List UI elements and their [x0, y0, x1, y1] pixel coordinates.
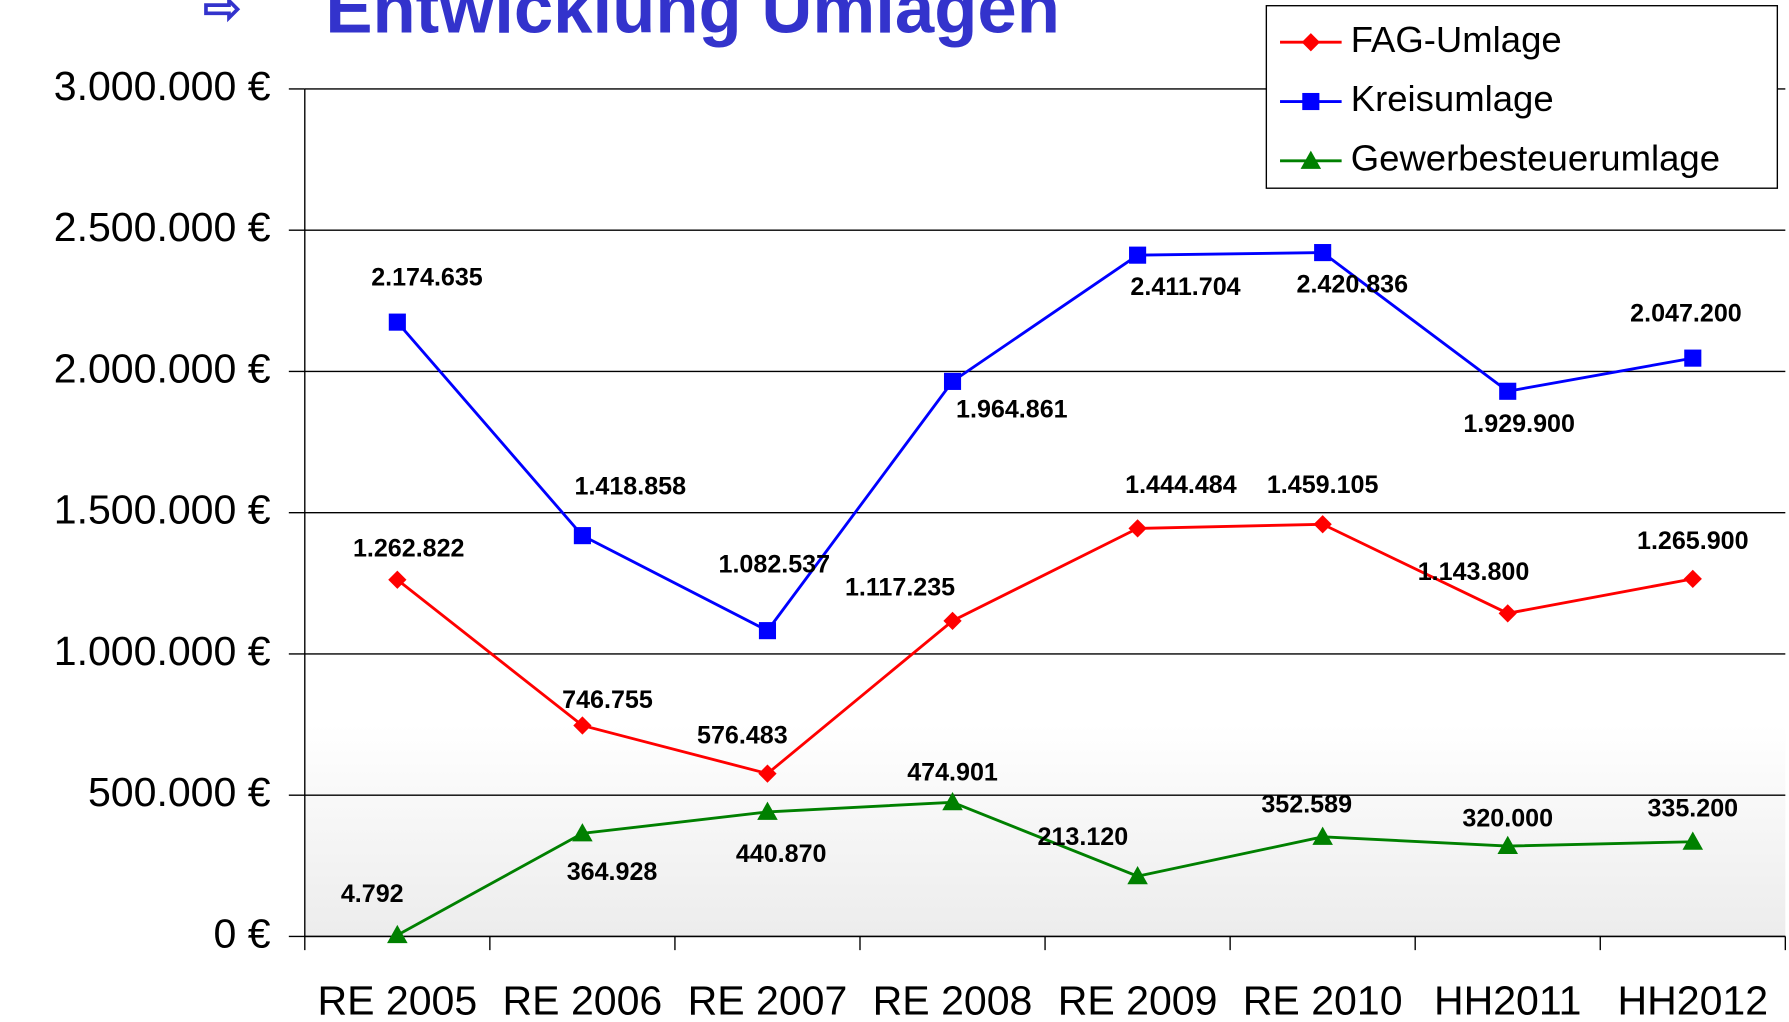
series-line — [396, 800, 1693, 937]
data-label: 1.262.822 — [353, 535, 465, 563]
marker — [1300, 150, 1322, 169]
marker — [1683, 569, 1702, 588]
marker — [1313, 515, 1332, 534]
data-label: 1.964.861 — [956, 396, 1068, 424]
lines — [387, 244, 1704, 944]
data-label: 1.418.858 — [575, 472, 687, 500]
marker — [1497, 835, 1518, 855]
data-label: 576.483 — [697, 722, 788, 750]
marker — [758, 764, 777, 783]
marker — [1302, 92, 1320, 111]
legend: FAG-Umlage Kreisumlage Gewerbesteuerumlage — [1265, 5, 1779, 189]
series-line — [396, 251, 1694, 633]
data-label: 2.420.836 — [1297, 270, 1409, 298]
data-label: 2.174.635 — [371, 263, 483, 291]
data-label: 1.117.235 — [845, 574, 955, 602]
marker — [1682, 831, 1704, 850]
marker — [1684, 349, 1702, 367]
labels: 1.262.822 746.755 576.483 1.117.235 1.444.48… — [341, 263, 1749, 907]
legend-label: FAG-Umlage — [1351, 19, 1562, 60]
legend-label: Kreisumlage — [1351, 78, 1554, 119]
x-tick-label: RE 2010 — [1243, 978, 1403, 1022]
data-label: 1.265.900 — [1637, 527, 1749, 555]
y-tick-label: 500.000 € — [88, 769, 271, 815]
y-tick-label: 2.000.000 € — [54, 345, 271, 391]
marker — [387, 924, 408, 944]
marker — [757, 801, 778, 820]
data-label: 1.459.105 — [1267, 471, 1379, 499]
marker — [1312, 826, 1333, 845]
marker — [942, 792, 963, 811]
y-tick-label: 3.000.000 € — [54, 63, 271, 109]
data-label: 474.901 — [907, 758, 998, 786]
data-label: 1.929.900 — [1463, 410, 1575, 438]
marker — [943, 611, 962, 630]
data-label: 213.120 — [1038, 823, 1129, 851]
data-label: 2.411.704 — [1130, 273, 1240, 301]
data-label: 1.143.800 — [1418, 558, 1530, 586]
x-tick-label: HH2012 — [1617, 978, 1768, 1022]
data-label: 2.047.200 — [1630, 299, 1742, 327]
x-tick-label: RE 2005 — [317, 978, 477, 1022]
data-label: 335.200 — [1647, 794, 1738, 822]
marker — [388, 313, 406, 331]
y-tick-label: 2.500.000 € — [54, 204, 271, 250]
x-tick-label: RE 2008 — [873, 978, 1033, 1022]
legend-box — [1265, 5, 1779, 189]
grid: 0 € 500.000 € 1.000.000 € 1.500.000 € 2.000.… — [54, 63, 1787, 1022]
data-label: 440.870 — [736, 840, 827, 868]
marker — [1127, 865, 1148, 885]
marker — [1128, 519, 1147, 538]
data-label: 1.444.484 — [1125, 471, 1237, 499]
data-label: 1.082.537 — [719, 550, 831, 578]
x-tick-label: RE 2007 — [688, 978, 848, 1022]
data-label: 320.000 — [1462, 804, 1553, 832]
data-label: 746.755 — [562, 686, 653, 714]
y-tick-label: 1.500.000 € — [54, 487, 271, 533]
legend-label: Gewerbesteuerumlage — [1351, 137, 1720, 178]
marker — [573, 527, 591, 545]
marker — [572, 823, 593, 842]
y-tick-label: 1.000.000 € — [54, 628, 271, 674]
marker — [1314, 244, 1332, 262]
data-label: 352.589 — [1261, 791, 1352, 819]
marker — [1301, 33, 1320, 52]
marker — [758, 622, 777, 640]
marker — [573, 716, 592, 735]
marker — [1498, 604, 1517, 623]
title-marker: ⇨ — [203, 0, 241, 33]
marker — [1129, 246, 1147, 264]
data-label: 4.792 — [341, 880, 404, 908]
marker — [388, 570, 407, 589]
x-tick-label: RE 2009 — [1058, 978, 1218, 1022]
marker — [943, 372, 962, 390]
chart-title: Entwicklung Umlagen — [325, 0, 1060, 47]
x-tick-label: RE 2006 — [503, 978, 663, 1022]
marker — [1499, 382, 1517, 400]
series-line — [396, 522, 1694, 776]
y-tick-label: 0 € — [214, 910, 271, 956]
x-tick-label: HH2011 — [1434, 978, 1582, 1022]
data-label: 364.928 — [567, 858, 658, 886]
